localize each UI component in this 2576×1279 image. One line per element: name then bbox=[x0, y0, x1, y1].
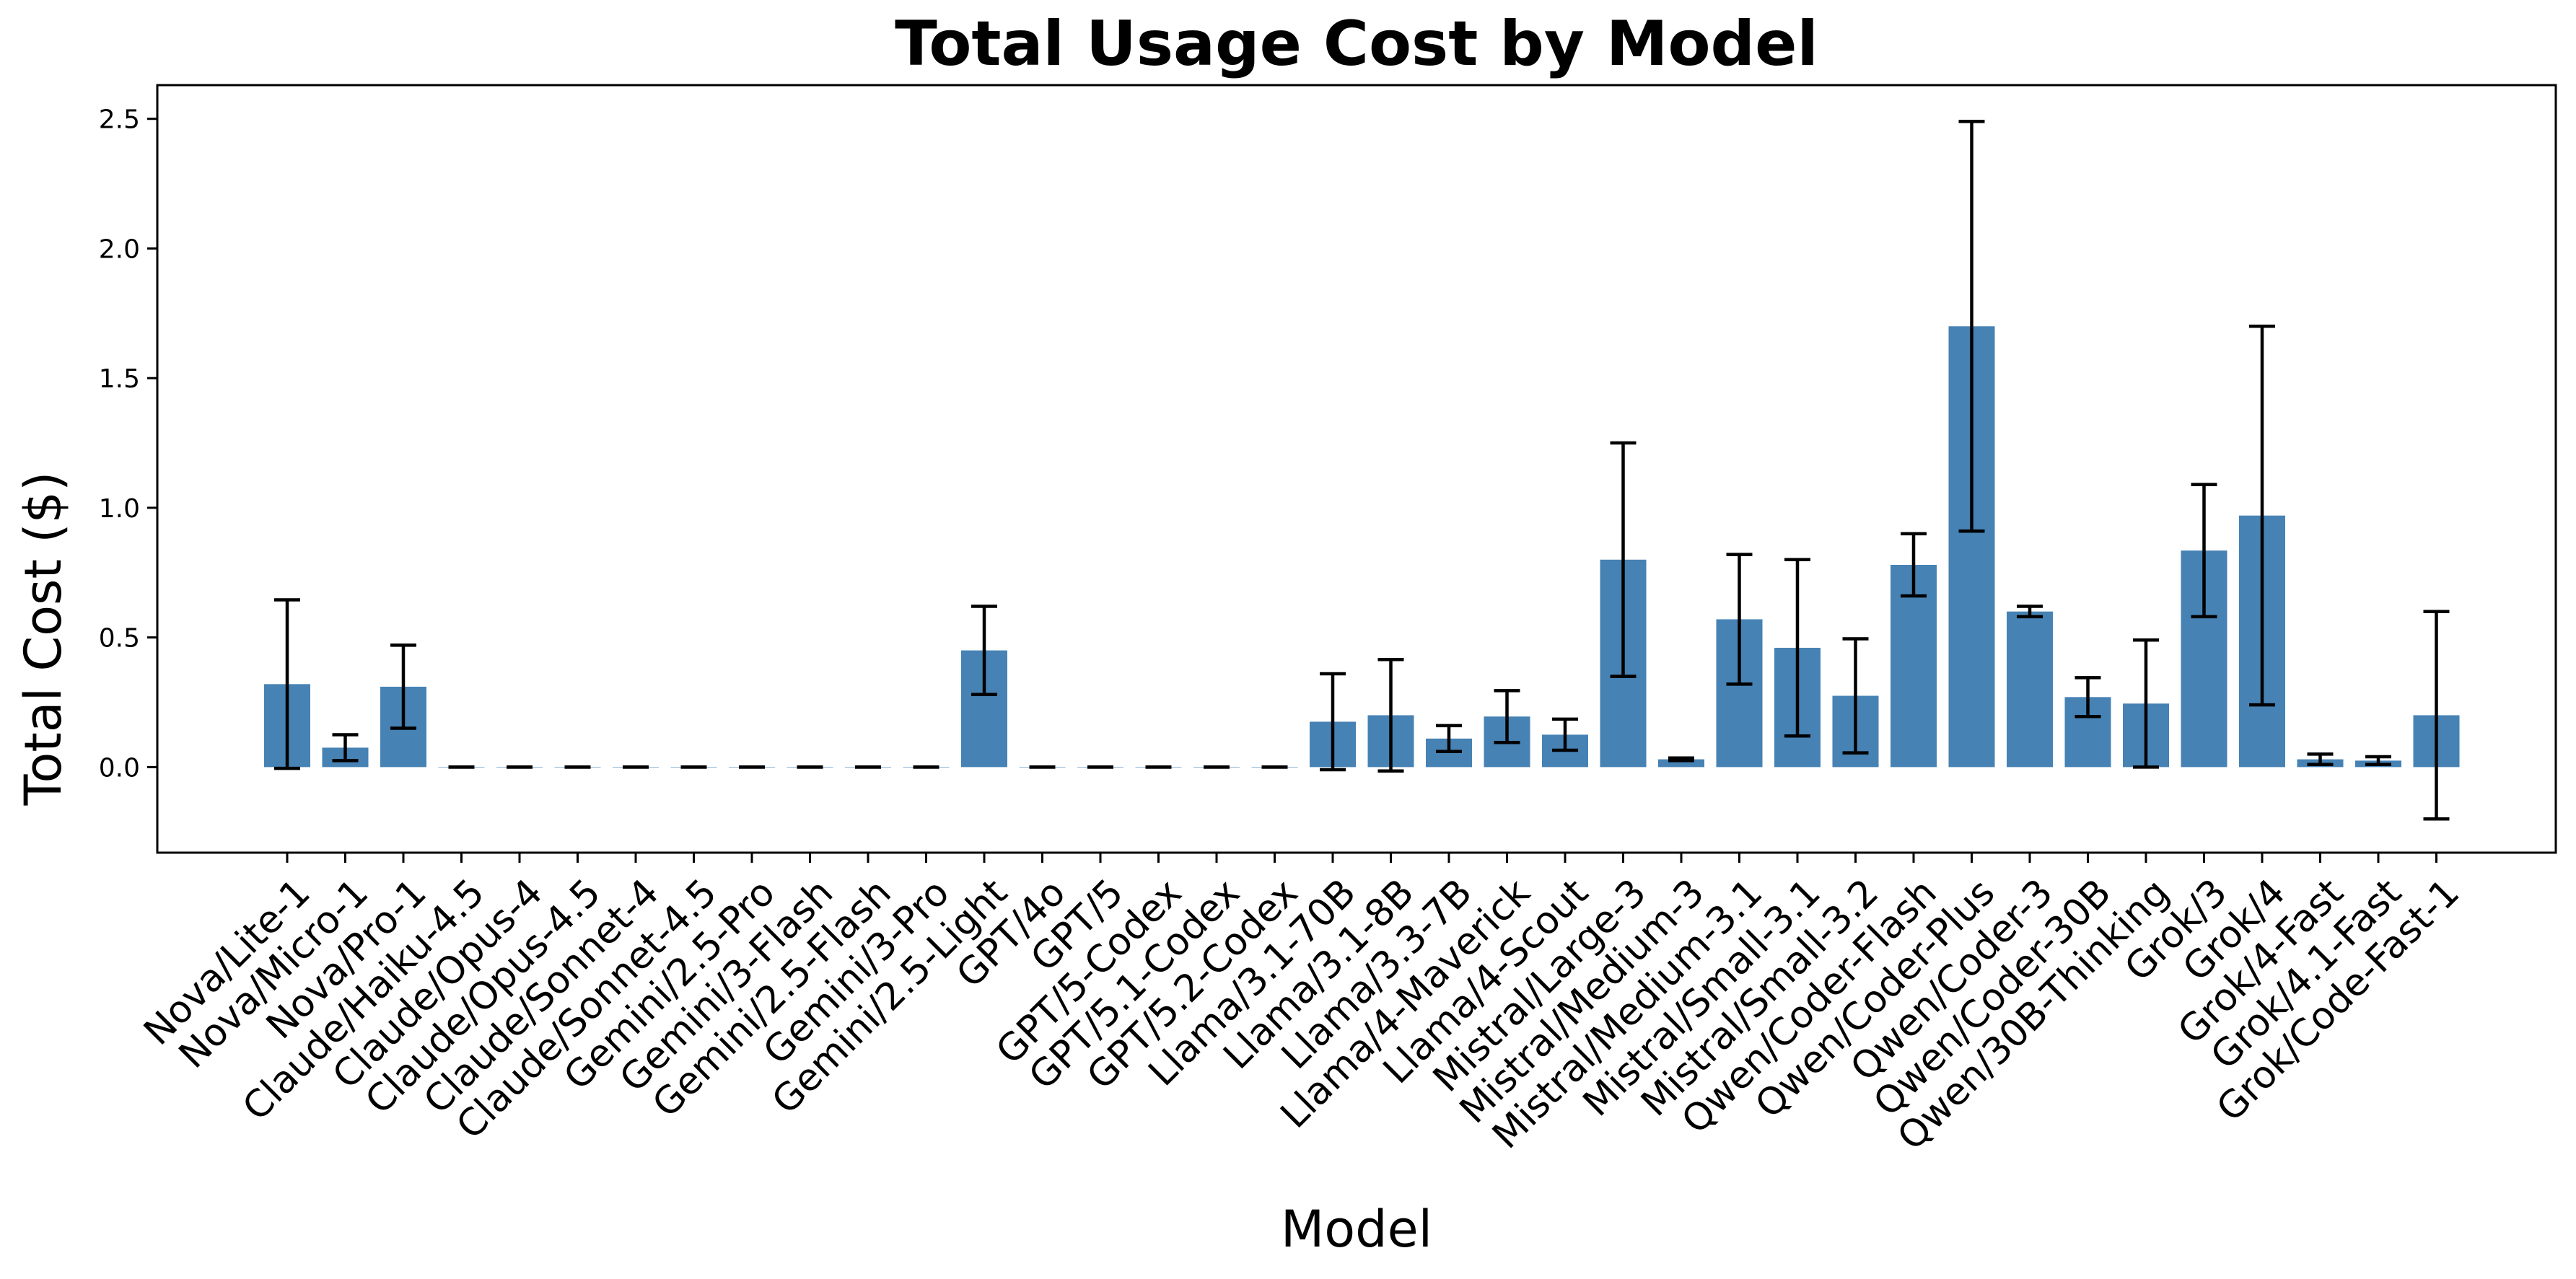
error-bar bbox=[971, 605, 997, 696]
error-bar bbox=[2249, 325, 2275, 707]
error-bar bbox=[1726, 553, 1753, 686]
plot-frame bbox=[156, 84, 2557, 854]
bar bbox=[1658, 759, 1704, 768]
error-bar bbox=[1610, 441, 1637, 678]
y-tick-label: 1.0 bbox=[99, 494, 140, 524]
y-tick-label: 2.0 bbox=[99, 234, 140, 264]
error-bar bbox=[332, 733, 359, 762]
error-bar bbox=[2191, 483, 2217, 619]
error-bar bbox=[2423, 610, 2450, 821]
y-axis-label: Total Cost ($) bbox=[14, 472, 73, 806]
chart-title: Total Usage Cost by Model bbox=[895, 8, 1818, 80]
x-axis-label: Model bbox=[1281, 1200, 1432, 1259]
error-bar bbox=[274, 598, 300, 770]
bar bbox=[2007, 611, 2053, 768]
y-tick-label: 1.5 bbox=[99, 364, 140, 394]
error-bar bbox=[2133, 638, 2159, 769]
error-bar bbox=[1377, 657, 1404, 773]
error-bar bbox=[1552, 717, 1578, 752]
plot-area bbox=[156, 84, 2557, 854]
x-axis: Nova/Lite-1Nova/Micro-1Nova/Pro-1Claude/… bbox=[136, 853, 2468, 1159]
error-bar bbox=[2307, 752, 2334, 767]
error-bar bbox=[1668, 756, 1694, 762]
y-axis: 0.0 0.5 1.0 1.5 2.0 2.5 bbox=[99, 105, 157, 783]
error-bar bbox=[2017, 605, 2043, 619]
error-bar bbox=[1784, 558, 1810, 738]
error-bar bbox=[1320, 672, 1346, 772]
error-bar bbox=[1494, 689, 1520, 744]
error-bar bbox=[390, 643, 416, 730]
y-tick-label: 0.5 bbox=[99, 624, 140, 654]
error-bar bbox=[1436, 724, 1462, 754]
error-bar bbox=[1901, 532, 1927, 598]
error-bar bbox=[1842, 637, 1869, 755]
y-tick-label: 2.5 bbox=[99, 105, 140, 135]
error-bar bbox=[2075, 676, 2101, 718]
error-bar bbox=[1958, 120, 1985, 533]
bar bbox=[1891, 565, 1937, 768]
error-bar bbox=[2365, 755, 2391, 767]
y-tick-label: 0.0 bbox=[99, 753, 140, 783]
